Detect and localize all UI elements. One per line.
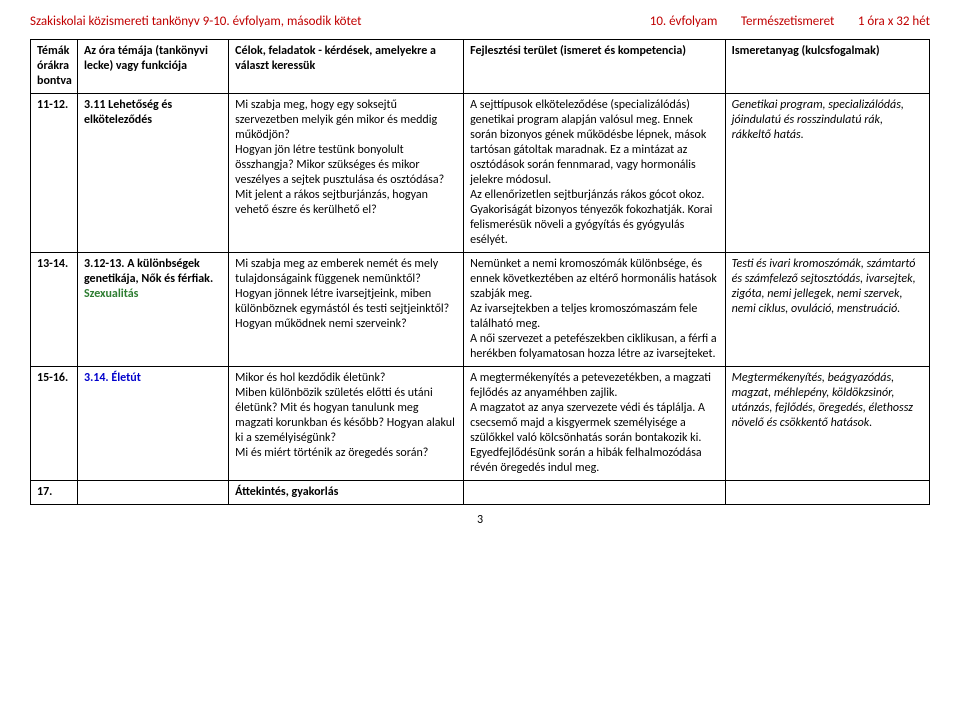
topic-lead: 3.14. Életút xyxy=(84,371,141,385)
table-row: 13-14. 3.12-13. A különbségek genetikája… xyxy=(31,253,930,367)
cell-topic: 3.14. Életút xyxy=(77,367,228,481)
cell-development: A sejttípusok elköteleződése (specializá… xyxy=(464,94,726,253)
cell-goals: Áttekintés, gyakorlás xyxy=(229,481,464,505)
topic-extra: Szexualitás xyxy=(84,287,138,301)
cell-topic: 3.11 Lehetőség és elköteleződés xyxy=(77,94,228,253)
header-subject: Természetismeret xyxy=(741,14,835,29)
cell-topic xyxy=(77,481,228,505)
cell-development: Nemünket a nemi kromoszómák különbsége, … xyxy=(464,253,726,367)
curriculum-table: Témák órákra bontva Az óra témája (tankö… xyxy=(30,39,930,505)
header-hours: 1 óra x 32 hét xyxy=(858,14,930,29)
document-header: Szakiskolai közismereti tankönyv 9-10. é… xyxy=(30,14,930,29)
header-left: Szakiskolai közismereti tankönyv 9-10. é… xyxy=(30,14,362,29)
topic-lead: 3.11 Lehetőség és elköteleződés xyxy=(84,98,172,127)
cell-keywords: Testi és ivari kromoszómák, számtartó és… xyxy=(725,253,929,367)
topic-lead: 3.12-13. A különbségek genetikája, Nők é… xyxy=(84,257,213,286)
cell-number: 11-12. xyxy=(31,94,78,253)
cell-development xyxy=(464,481,726,505)
cell-goals: Mi szabja meg az emberek nemét és mely t… xyxy=(229,253,464,367)
col-header-topics: Témák órákra bontva xyxy=(31,40,78,94)
header-right: 10. évfolyam Természetismeret 1 óra x 32… xyxy=(650,14,930,29)
cell-keywords: Megtermékenyítés, beágyazódás, magzat, m… xyxy=(725,367,929,481)
page-number: 3 xyxy=(30,513,930,527)
cell-keywords: Genetikai program, specializálódás, jóin… xyxy=(725,94,929,253)
table-header-row: Témák órákra bontva Az óra témája (tankö… xyxy=(31,40,930,94)
cell-number: 13-14. xyxy=(31,253,78,367)
cell-topic: 3.12-13. A különbségek genetikája, Nők é… xyxy=(77,253,228,367)
cell-keywords xyxy=(725,481,929,505)
cell-number: 17. xyxy=(31,481,78,505)
table-row: 15-16. 3.14. Életút Mikor és hol kezdődi… xyxy=(31,367,930,481)
col-header-development: Fejlesztési terület (ismeret és kompeten… xyxy=(464,40,726,94)
col-header-lesson: Az óra témája (tankönyvi lecke) vagy fun… xyxy=(77,40,228,94)
cell-development: A megtermékenyítés a petevezetékben, a m… xyxy=(464,367,726,481)
table-row: 17. Áttekintés, gyakorlás xyxy=(31,481,930,505)
cell-number: 15-16. xyxy=(31,367,78,481)
header-grade: 10. évfolyam xyxy=(650,14,718,29)
col-header-goals: Célok, feladatok - kérdések, amelyekre a… xyxy=(229,40,464,94)
cell-goals: Mi szabja meg, hogy egy soksejtű szervez… xyxy=(229,94,464,253)
table-row: 11-12. 3.11 Lehetőség és elköteleződés M… xyxy=(31,94,930,253)
cell-goals: Mikor és hol kezdődik életünk? Miben kül… xyxy=(229,367,464,481)
col-header-keywords: Ismeretanyag (kulcsfogalmak) xyxy=(725,40,929,94)
